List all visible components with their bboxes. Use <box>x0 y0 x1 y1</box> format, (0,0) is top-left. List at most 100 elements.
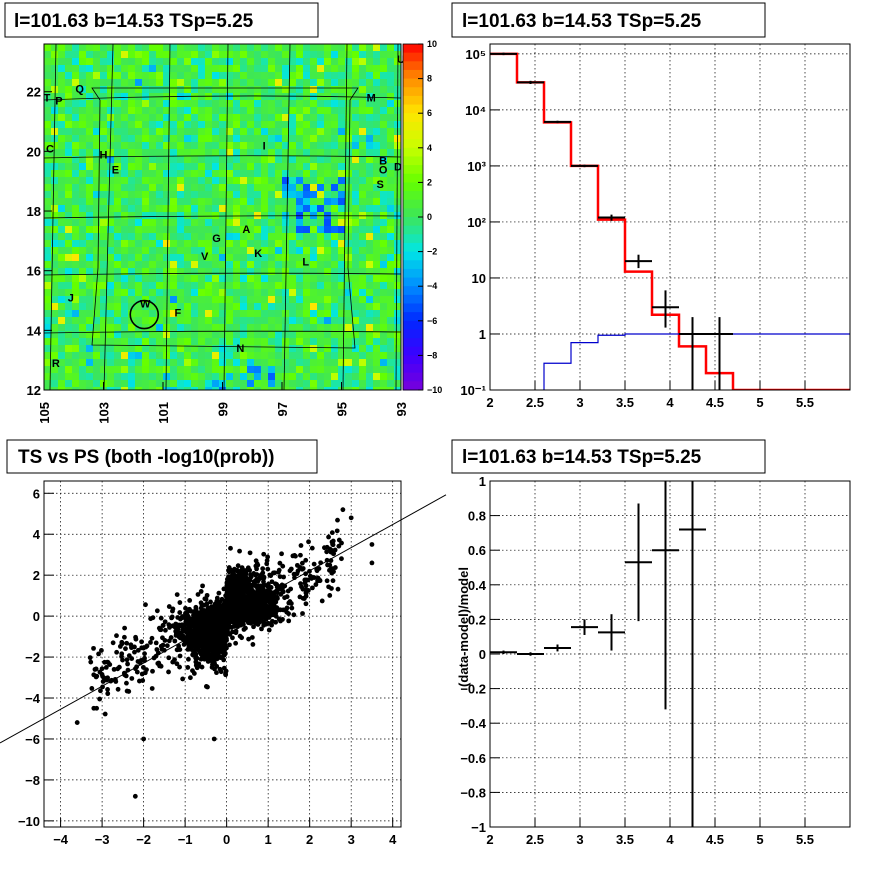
heatmap-cell <box>170 219 178 227</box>
scatter-point <box>195 592 201 597</box>
heatmap-cell <box>44 226 52 234</box>
heatmap-cell <box>51 58 59 66</box>
heatmap-cell <box>142 387 150 390</box>
heatmap-cell <box>282 107 290 115</box>
heatmap-cell <box>373 226 381 234</box>
heatmap-cell <box>149 114 157 122</box>
heatmap-cell <box>373 72 381 80</box>
scatter-point <box>334 528 340 534</box>
heatmap-cell <box>170 275 178 283</box>
heatmap-cell <box>247 184 255 192</box>
heatmap-cell <box>205 324 213 332</box>
heatmap-cell <box>247 198 255 206</box>
heatmap-cell <box>380 254 388 262</box>
heatmap-cell <box>247 289 255 297</box>
heatmap-cell <box>331 366 339 374</box>
heatmap-cell <box>86 345 94 353</box>
heatmap-cell <box>338 345 346 353</box>
heatmap-cell <box>191 191 199 199</box>
heatmap-cell <box>44 247 52 255</box>
heatmap-cell <box>296 359 304 367</box>
heatmap-cell <box>380 345 388 353</box>
heatmap-cell <box>51 184 59 192</box>
heatmap-cell <box>86 65 94 73</box>
heatmap-cell <box>72 44 80 52</box>
source-label: N <box>236 343 244 355</box>
heatmap-cell <box>331 254 339 262</box>
heatmap-cell <box>247 219 255 227</box>
heatmap-cell <box>366 170 374 178</box>
heatmap-cell <box>233 247 241 255</box>
heatmap-cell <box>191 107 199 115</box>
heatmap-cell <box>198 366 206 374</box>
heatmap-cell <box>296 261 304 269</box>
heatmap-cell <box>170 44 178 52</box>
heatmap-cell <box>163 275 171 283</box>
scatter-point <box>322 545 327 551</box>
heatmap-cell <box>261 163 269 171</box>
heatmap-cell <box>233 303 241 311</box>
heatmap-cell <box>289 58 297 66</box>
heatmap-cell <box>317 303 325 311</box>
heatmap-cell <box>65 121 73 129</box>
heatmap-cell <box>289 135 297 143</box>
heatmap-cell <box>233 387 241 390</box>
scatter-point <box>205 659 211 664</box>
heatmap-cell <box>212 289 220 297</box>
scatter-point <box>139 671 145 677</box>
heatmap-cell <box>275 359 283 367</box>
heatmap-cell <box>205 219 213 227</box>
source-label: G <box>212 233 221 245</box>
heatmap-cell <box>184 289 192 297</box>
heatmap-cell <box>352 128 360 136</box>
heatmap-cell <box>394 352 401 360</box>
heatmap-cell <box>100 296 108 304</box>
heatmap-cell <box>275 121 283 129</box>
scatter-point <box>120 657 125 663</box>
heatmap-cell <box>331 310 339 318</box>
heatmap-cell <box>261 142 269 150</box>
heatmap-cell <box>198 191 206 199</box>
colorbar-segment <box>403 173 423 183</box>
scatter-point <box>249 596 255 602</box>
heatmap-cell <box>317 128 325 136</box>
heatmap-cell <box>65 177 73 185</box>
heatmap-cell <box>163 72 171 80</box>
heatmap-cell <box>254 338 262 346</box>
heatmap-cell <box>107 86 115 94</box>
heatmap-cell <box>184 275 192 283</box>
heatmap-cell <box>72 128 80 136</box>
heatmap-cell <box>72 79 80 87</box>
heatmap-cell <box>233 149 241 157</box>
heatmap-cell <box>100 310 108 318</box>
heatmap-cell <box>212 93 220 101</box>
heatmap-cell <box>149 317 157 325</box>
heatmap-cell <box>226 359 234 367</box>
heatmap-cell <box>380 114 388 122</box>
heatmap-cell <box>65 44 73 52</box>
heatmap-cell <box>352 198 360 206</box>
heatmap-cell <box>359 142 367 150</box>
scatter-point <box>162 619 168 625</box>
heatmap-cell <box>86 170 94 178</box>
heatmap-cell <box>163 219 171 227</box>
heatmap-cell <box>310 373 318 381</box>
heatmap-cell <box>51 345 59 353</box>
heatmap-cell <box>394 387 401 390</box>
heatmap-cell <box>331 268 339 276</box>
scatter-point <box>230 635 235 641</box>
heatmap-cell <box>310 86 318 94</box>
scatter-point <box>255 612 261 618</box>
heatmap-cell <box>366 303 374 311</box>
heatmap-cell <box>366 219 374 227</box>
heatmap-cell <box>310 296 318 304</box>
scatter-point <box>261 582 267 588</box>
heatmap-cell <box>366 317 374 325</box>
heatmap-cell <box>373 240 381 248</box>
heatmap-cell <box>240 254 248 262</box>
heatmap-cell <box>268 156 276 164</box>
heatmap-cell <box>247 233 255 241</box>
heatmap-cell <box>51 170 59 178</box>
heatmap-cell <box>163 212 171 220</box>
heatmap-cell <box>51 51 59 59</box>
